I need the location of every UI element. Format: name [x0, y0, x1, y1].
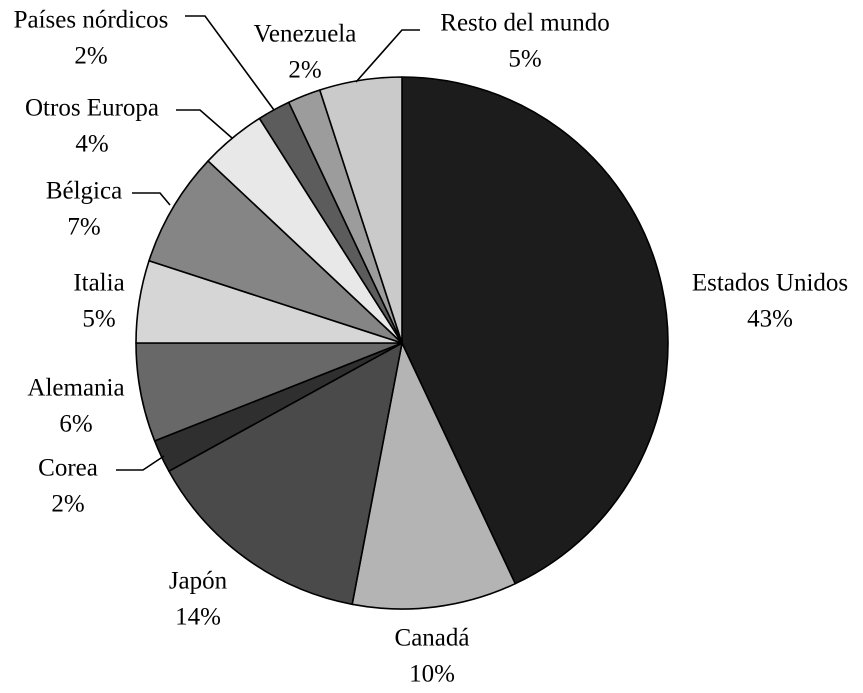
leader-line-belgica: [132, 192, 171, 206]
pie-slices: [135, 76, 669, 610]
slice-value-corea: 2%: [51, 491, 84, 518]
leader-lines: [116, 15, 420, 471]
pie-slice-estados-unidos: [401, 76, 669, 585]
slice-label-belgica: Bélgica: [46, 178, 122, 205]
slice-value-estados-unidos: 43%: [747, 306, 793, 333]
slice-value-resto-del-mundo: 5%: [508, 46, 541, 73]
pie-slice-belgica: [148, 160, 403, 344]
slice-value-alemania: 6%: [59, 411, 92, 438]
slice-labels: Estados Unidos 43% Canadá 10% Japón 14% Corea 2…: [14, 7, 849, 688]
slice-label-alemania: Alemania: [27, 375, 124, 402]
slice-label-estados-unidos: Estados Unidos: [692, 270, 848, 297]
slice-label-canada: Canadá: [395, 625, 470, 652]
slice-value-venezuela: 2%: [288, 57, 321, 84]
slice-value-paises-nordicos: 2%: [74, 43, 107, 70]
slice-label-paises-nordicos: Países nórdicos: [14, 7, 169, 34]
slice-label-otros-europa: Otros Europa: [25, 95, 159, 122]
pie-slice-resto-del-mundo: [319, 76, 403, 344]
slice-value-canada: 10%: [409, 661, 455, 688]
slice-value-otros-europa: 4%: [75, 131, 108, 158]
pie-slice-canada: [351, 342, 517, 610]
leader-line-corea: [116, 455, 165, 471]
slice-value-italia: 5%: [82, 306, 115, 333]
leader-line-paises-nordicos: [185, 15, 275, 111]
slice-label-resto-del-mundo: Resto del mundo: [440, 10, 609, 37]
slice-value-japon: 14%: [175, 604, 221, 631]
slice-label-japon: Japón: [169, 568, 228, 595]
pie-slice-japon: [168, 342, 403, 606]
slice-label-corea: Corea: [38, 455, 98, 482]
slice-label-italia: Italia: [73, 270, 124, 297]
leader-line-otros-europa: [176, 109, 233, 139]
slice-label-venezuela: Venezuela: [254, 21, 357, 48]
slice-value-belgica: 7%: [67, 214, 100, 241]
leader-line-resto-del-mundo: [355, 29, 420, 83]
